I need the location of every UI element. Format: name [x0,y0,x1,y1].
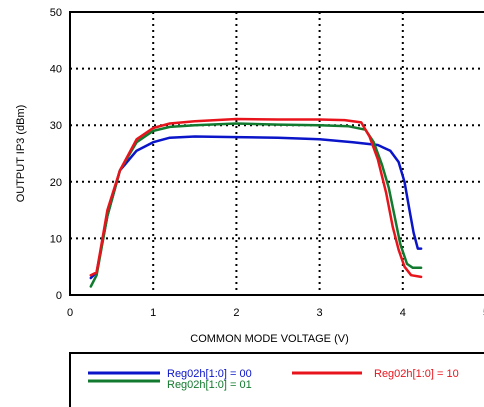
y-tick-label-2: 20 [50,177,62,189]
y-tick-label-5: 50 [50,7,62,19]
y-tick-labels: 0 10 20 30 40 50 [50,7,62,302]
x-tick-label-2: 2 [233,307,239,319]
x-tick-labels: 0 1 2 3 4 5 [67,307,484,319]
legend-label-1: Reg02h[1:0] = 01 [167,379,252,391]
x-tick-label-4: 4 [400,307,406,319]
legend-label-0: Reg02h[1:0] = 00 [167,368,252,380]
x-tick-label-0: 0 [67,307,73,319]
x-axis-label: COMMON MODE VOLTAGE (V) [190,333,349,345]
y-tick-label-1: 10 [50,233,62,245]
plot-frame [69,11,484,296]
y-axis-label: OUTPUT IP3 (dBm) [15,105,27,203]
y-tick-label-3: 30 [50,120,62,132]
series-line-2 [89,117,423,279]
x-tick-label-3: 3 [317,307,323,319]
y-tick-label-0: 0 [56,290,62,302]
series-lines [89,117,423,288]
x-tick-label-5: 5 [483,307,484,319]
y-tick-label-4: 40 [50,64,62,76]
legend-label-2: Reg02h[1:0] = 10 [374,368,459,380]
x-tick-label-1: 1 [150,307,156,319]
